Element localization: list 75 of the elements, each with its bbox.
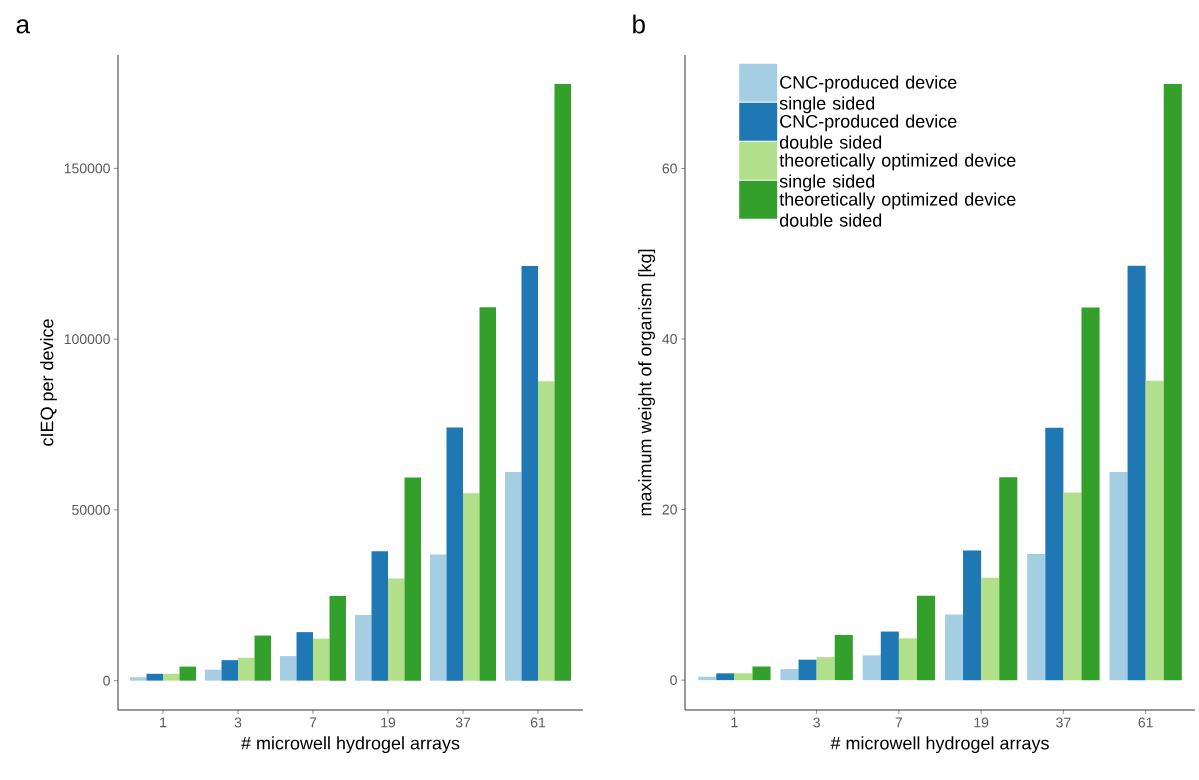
x-tick-label: 3 xyxy=(234,717,242,728)
legend-label: theoretically optimized device double sided xyxy=(779,192,1016,227)
x-axis-title: # microwell hydrogel arrays xyxy=(830,736,1049,754)
bar xyxy=(798,659,817,681)
bar xyxy=(146,673,163,681)
bar xyxy=(505,471,522,681)
y-tick-label: 0 xyxy=(103,675,110,686)
y-tick-label: 60 xyxy=(662,163,677,174)
bar xyxy=(355,615,372,681)
x-axis-title: # microwell hydrogel arrays xyxy=(241,736,460,754)
bar xyxy=(1109,472,1128,681)
bar xyxy=(780,669,799,681)
y-tick-label: 100000 xyxy=(64,334,110,345)
bar xyxy=(1127,265,1146,681)
x-tick-label: 7 xyxy=(309,717,317,728)
legend-label: CNC-produced device single sided xyxy=(779,75,957,114)
x-tick-label: 3 xyxy=(813,717,820,728)
chart-title: a xyxy=(16,19,30,34)
x-tick-label: 61 xyxy=(530,717,546,728)
x-tick-label: 19 xyxy=(974,717,989,728)
y-tick-label: 150000 xyxy=(64,163,110,174)
bar xyxy=(1063,492,1082,681)
x-tick-label: 7 xyxy=(895,717,903,728)
bar xyxy=(463,493,480,681)
bar xyxy=(430,554,447,681)
bar xyxy=(916,595,936,681)
x-tick-label: 1 xyxy=(160,717,167,728)
bar xyxy=(1045,427,1064,681)
bar xyxy=(734,673,753,681)
bar xyxy=(446,427,464,681)
bar xyxy=(254,635,272,681)
bar xyxy=(880,631,899,681)
bar xyxy=(834,634,853,681)
bar xyxy=(130,677,147,681)
y-axis-title: cIEQ per device xyxy=(40,319,57,446)
bar xyxy=(238,657,255,681)
bar xyxy=(179,666,196,681)
x-tick-label: 19 xyxy=(381,717,396,728)
y-tick-label: 40 xyxy=(662,334,677,344)
bar xyxy=(1145,380,1164,681)
bar xyxy=(862,655,881,681)
y-tick-label: 20 xyxy=(662,504,677,515)
y-tick-label: 0 xyxy=(670,675,677,686)
bar xyxy=(944,614,964,681)
bar xyxy=(280,656,297,681)
bar xyxy=(371,551,389,681)
bar xyxy=(716,673,735,681)
bar xyxy=(329,595,347,681)
x-tick-label: 37 xyxy=(1056,717,1071,728)
x-tick-label: 37 xyxy=(455,717,471,728)
x-tick-label: 1 xyxy=(731,717,738,728)
bar xyxy=(404,477,422,681)
bar xyxy=(221,660,238,681)
bar xyxy=(981,577,1000,681)
bar xyxy=(205,669,222,681)
bar xyxy=(999,477,1018,681)
bar xyxy=(479,307,497,681)
bar xyxy=(1081,307,1100,681)
bar xyxy=(1027,553,1046,681)
bar xyxy=(388,578,405,681)
y-tick-label: 50000 xyxy=(72,504,110,515)
y-axis-title: maximum weight of organism [kg] xyxy=(638,249,656,516)
bar xyxy=(296,632,314,681)
bar xyxy=(521,266,539,681)
bar xyxy=(963,550,982,681)
x-tick-label: 61 xyxy=(1138,717,1153,728)
bar xyxy=(554,84,572,681)
bar xyxy=(538,381,555,681)
bar xyxy=(898,638,917,681)
chart-title: b xyxy=(633,14,645,34)
bar xyxy=(816,657,835,681)
bar xyxy=(752,666,771,681)
bar xyxy=(1163,84,1182,681)
bar xyxy=(313,638,330,681)
bar xyxy=(163,673,180,681)
